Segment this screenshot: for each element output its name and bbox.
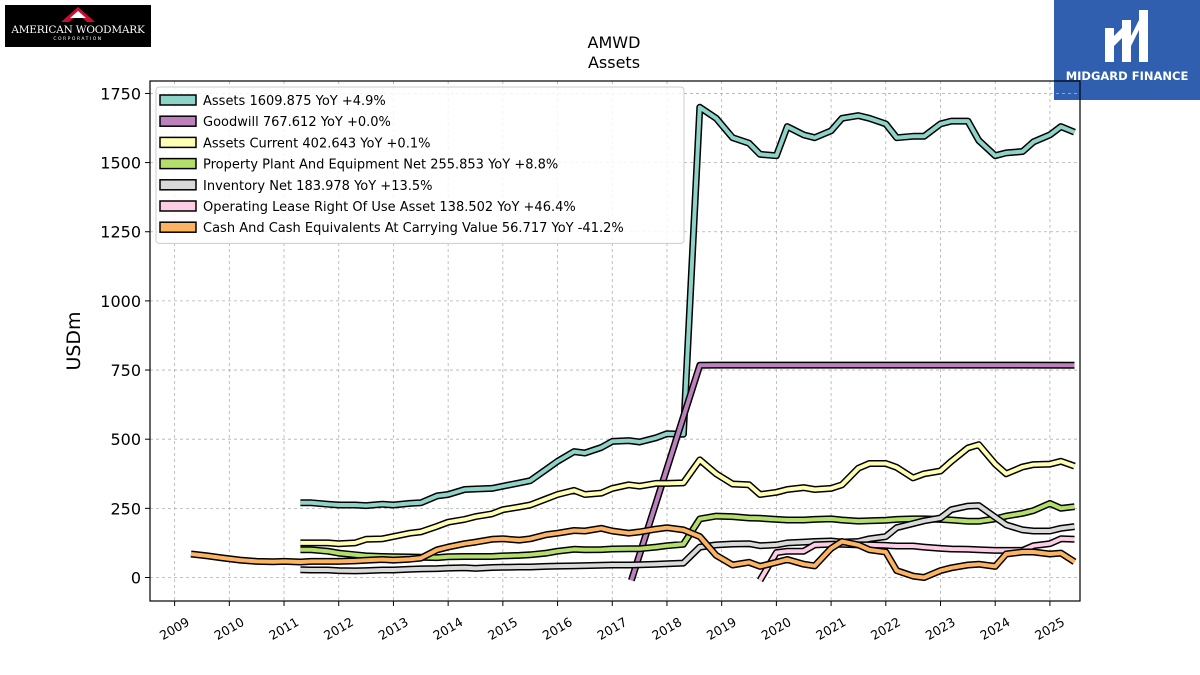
y-tick-label: 0 [131,568,141,587]
american-woodmark-logo-text: AMERICAN WOODMARK [11,24,145,36]
x-tick-label: 2019 [704,614,739,643]
y-tick-label: 1750 [100,84,141,103]
x-tick-label: 2023 [923,614,958,643]
legend-swatch [159,157,197,170]
y-tick-label: 250 [110,499,141,518]
x-tick-label: 2016 [540,614,575,643]
series-line [300,442,1076,546]
american-woodmark-logo: AMERICAN WOODMARK CORPORATION [5,5,151,47]
series-inventory-net [300,502,1075,575]
y-tick-label: 1500 [100,154,141,173]
legend-swatch [159,179,197,191]
x-tick-label: 2015 [485,614,520,643]
x-tick-label: 2009 [157,614,192,643]
chart-title: AMWD [588,33,641,52]
x-tick-label: 2021 [813,614,848,643]
legend-swatch [159,94,197,106]
x-tick-label: 2024 [977,614,1012,643]
legend-swatch [159,200,197,212]
x-tick-label: 2012 [321,614,356,643]
x-tick-label: 2018 [649,614,684,643]
series-cash-and-cash-equivalents-at-carrying-value [190,524,1077,581]
y-tick-label: 1000 [100,292,141,311]
legend-entry-label: Inventory Net 183.978 YoY +13.5% [203,179,433,194]
legend: Assets 1609.875 YoY +4.9% Goodwill 767.61… [155,86,685,244]
x-tick-label: 2017 [594,614,629,643]
legend-swatch [159,136,197,149]
midgard-finance-logo: MIDGARD FINANCE [1054,0,1200,100]
y-tick-label: 500 [110,430,141,449]
series-goodwill [628,361,1075,582]
legend-swatch [159,221,197,233]
y-axis-label: USDm [63,311,85,370]
midgard-mark-icon [1105,10,1148,62]
series-assets-current [300,441,1076,548]
legend-entry-label: Goodwill 767.612 YoY +0.0% [203,115,391,130]
x-tick-label: 2013 [376,614,411,643]
x-tick-label: 2014 [430,614,465,643]
y-tick-label: 1250 [100,223,141,242]
midgard-finance-logo-text: MIDGARD FINANCE [1065,69,1189,83]
legend-swatch [159,115,197,127]
x-tick-label: 2022 [868,614,903,643]
x-tick-label: 2020 [759,614,794,643]
series-line [300,105,1076,508]
y-tick-label: 750 [110,361,141,380]
series-assets [300,103,1076,510]
plot-frame [149,80,1081,602]
legend-entry-label: Operating Lease Right Of Use Asset 138.5… [203,200,576,215]
series-line [629,363,1075,581]
house-roof-icon [61,7,95,22]
legend-entry-label: Property Plant And Equipment Net 255.853… [203,158,558,173]
x-tick-label: 2010 [212,614,247,643]
legend-box [155,86,685,244]
series-line [300,503,1075,573]
chart-subtitle: Assets [588,53,640,72]
legend-entry-label: Assets 1609.875 YoY +4.9% [203,94,386,109]
series-line [190,525,1076,580]
x-tick-label: 2025 [1032,614,1067,643]
legend-entry-label: Cash And Cash Equivalents At Carrying Va… [203,221,624,236]
series-lines [190,103,1077,583]
x-tick-label: 2011 [266,614,301,643]
american-woodmark-logo-subtext: CORPORATION [53,37,103,42]
legend-entry-label: Assets Current 402.643 YoY +0.1% [203,136,430,151]
